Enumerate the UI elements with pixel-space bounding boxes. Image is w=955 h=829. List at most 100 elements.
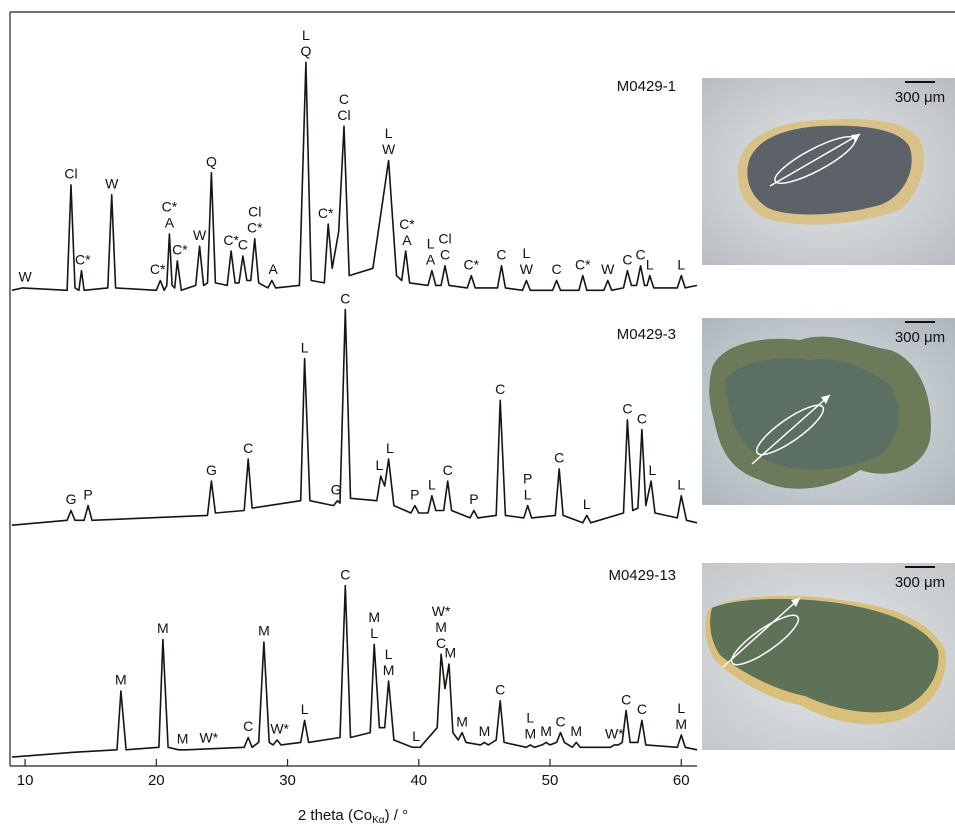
peak-label: A (268, 261, 278, 277)
peak-label: L (646, 256, 654, 272)
peak-label: P (410, 486, 419, 502)
sample-name: M0429-1 (617, 78, 676, 95)
peak-label: C* (75, 251, 91, 267)
peak-label: C (622, 251, 632, 267)
peak-label: W (193, 227, 207, 243)
peak-label: L (427, 235, 435, 251)
peak-label: L (376, 457, 384, 473)
peak-label: C (340, 566, 350, 582)
peak-label: W (382, 141, 396, 157)
x-axis-label-part: 2 theta (Co (298, 807, 372, 824)
peak-label: M (540, 723, 552, 739)
peak-label: C (495, 681, 505, 697)
peak-label: L (522, 245, 530, 261)
x-tick-label: 10 (17, 772, 34, 789)
x-tick-label: 40 (410, 772, 427, 789)
peak-label: M (570, 723, 582, 739)
peak-label: C (243, 718, 253, 734)
x-axis-label: 2 theta (CoKα) / ° (298, 807, 408, 826)
peak-label: L (302, 27, 310, 43)
peak-label: C (552, 261, 562, 277)
peak-label: L (301, 701, 309, 717)
peak-label: Cl (248, 204, 261, 220)
peak-label: Cl (64, 166, 77, 182)
peak-label: M (675, 716, 687, 732)
peak-label: W (105, 175, 119, 191)
peak-label: L (301, 339, 309, 355)
peak-label: L (583, 496, 591, 512)
peak-label: W* (432, 603, 451, 619)
figure: 300 μm 300 μm 300 μm 2 theta (CoKα) / ° … (0, 0, 955, 829)
x-tick-label: 30 (279, 772, 296, 789)
peak-label: C (495, 381, 505, 397)
peak-label: C (637, 410, 647, 426)
peak-label: P (523, 470, 532, 486)
peak-label: C (621, 691, 631, 707)
peak-label: C (340, 290, 350, 306)
xrd-pattern (12, 310, 697, 526)
peak-label: A (426, 251, 436, 267)
peak-label: C (243, 440, 253, 456)
peak-label: M (524, 726, 536, 742)
peak-label: Q (300, 43, 311, 59)
peak-label: M (444, 645, 456, 661)
peak-label: W (18, 269, 32, 285)
peak-label: L (412, 728, 420, 744)
peak-label: L (386, 440, 394, 456)
sample-name: M0429-3 (617, 326, 676, 343)
peak-label: C (238, 237, 248, 253)
peak-label: C (496, 247, 506, 263)
peak-label: A (402, 232, 412, 248)
peak-label: W* (199, 730, 218, 746)
peak-label: M (258, 623, 270, 639)
peak-label: C (554, 450, 564, 466)
peak-label: G (206, 462, 217, 478)
photo-2 (702, 318, 955, 505)
peak-label: C* (399, 216, 415, 232)
peak-label: M (456, 713, 468, 729)
peak-label: M (368, 609, 380, 625)
peak-label: C (636, 247, 646, 263)
peak-label: L (677, 700, 685, 716)
x-axis-label-sub: Kα (372, 815, 385, 826)
peak-label: L (648, 462, 656, 478)
peak-label: L (526, 710, 534, 726)
peak-label: C* (318, 205, 334, 221)
scale-bar-label: 300 μm (895, 89, 945, 106)
peak-label: L (385, 125, 393, 141)
peak-label: C* (172, 242, 188, 258)
peak-label: C (555, 713, 565, 729)
photo-1 (702, 78, 955, 265)
peak-label: C* (247, 220, 263, 236)
peak-label: Q (206, 153, 217, 169)
peak-label: W* (605, 726, 624, 742)
peak-label: C* (150, 261, 166, 277)
sample-name: M0429-13 (608, 567, 676, 584)
peak-label: L (428, 477, 436, 493)
peak-label: P (469, 491, 478, 507)
peak-label: C (622, 401, 632, 417)
peak-label: C* (575, 256, 591, 272)
peak-label: C (443, 462, 453, 478)
x-tick-label: 60 (673, 772, 690, 789)
peak-label: L (370, 625, 378, 641)
peak-label: C (637, 701, 647, 717)
photo-3 (702, 563, 955, 750)
peak-label: C* (162, 199, 178, 215)
peak-label: G (331, 481, 342, 497)
peak-label: L (677, 256, 685, 272)
peak-label: C (440, 247, 450, 263)
peak-label: L (524, 486, 532, 502)
peak-label: C (339, 91, 349, 107)
scale-bar-label: 300 μm (895, 329, 945, 346)
peak-label: M (115, 672, 127, 688)
peak-label: W* (270, 721, 289, 737)
peak-label: A (165, 215, 175, 231)
scale-bar-label: 300 μm (895, 574, 945, 591)
peak-label: M (383, 662, 395, 678)
x-tick-label: 20 (148, 772, 165, 789)
peak-label: W (601, 261, 615, 277)
peak-label: M (479, 723, 491, 739)
peak-label: G (66, 491, 77, 507)
peak-label: Cl (337, 107, 350, 123)
